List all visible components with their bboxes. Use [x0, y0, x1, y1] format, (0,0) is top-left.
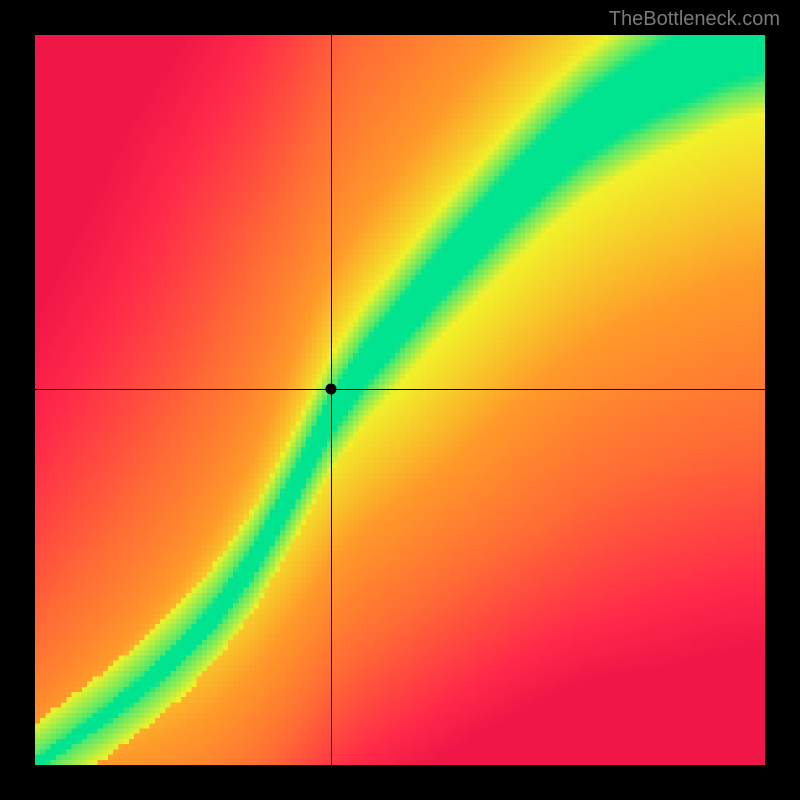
selection-marker — [325, 384, 336, 395]
heatmap-canvas — [35, 35, 765, 765]
bottleneck-heatmap — [35, 35, 765, 765]
crosshair-horizontal — [35, 389, 765, 390]
watermark-text: TheBottleneck.com — [609, 8, 780, 31]
crosshair-vertical — [331, 35, 332, 765]
